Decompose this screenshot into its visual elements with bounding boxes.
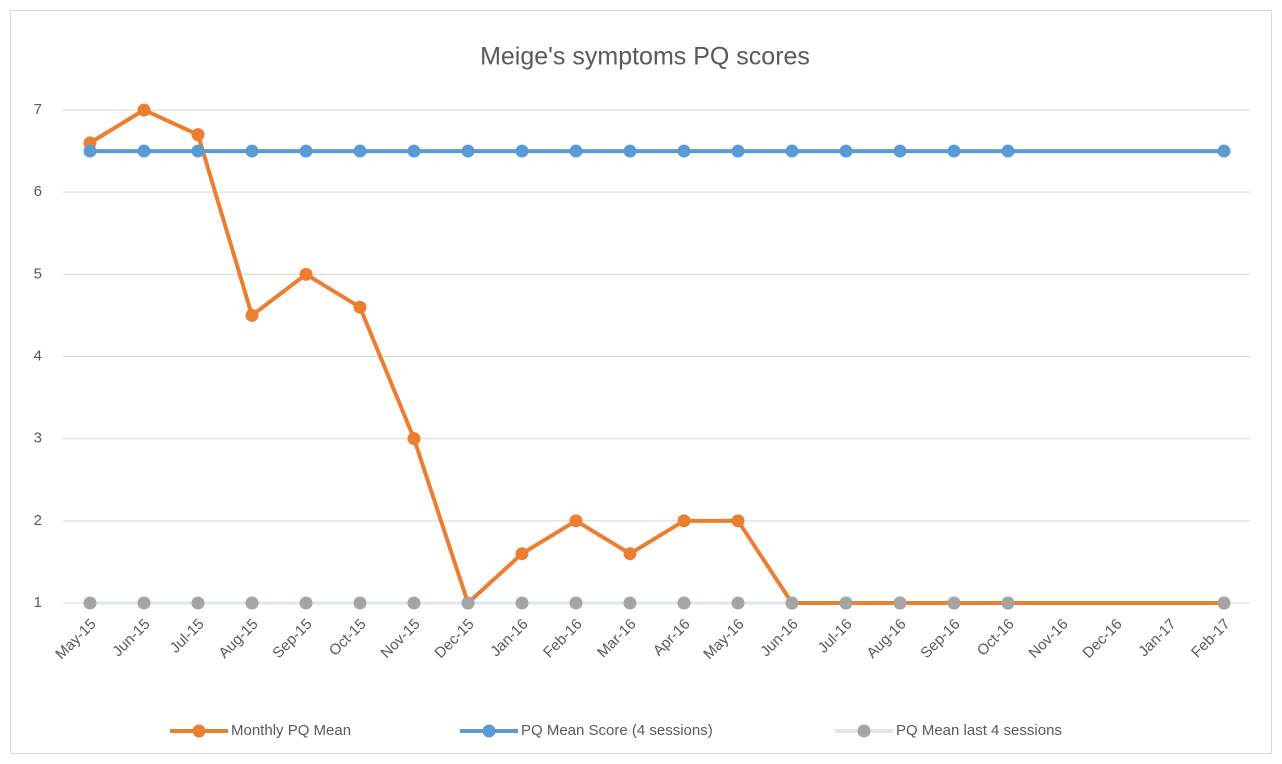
series-marker [947, 596, 961, 610]
series-marker [245, 308, 259, 322]
series-marker [191, 596, 205, 610]
legend-marker [857, 724, 871, 738]
series-marker [785, 144, 799, 158]
series-marker [407, 432, 421, 446]
series-marker [1217, 596, 1231, 610]
series-marker [515, 547, 529, 561]
series-marker [353, 144, 367, 158]
series-marker [731, 514, 745, 528]
series-marker [137, 596, 151, 610]
series-marker [1217, 144, 1231, 158]
legend-label: PQ Mean Score (4 sessions) [521, 722, 713, 739]
y-tick-label: 4 [34, 347, 42, 364]
series-marker [569, 144, 583, 158]
y-tick-label: 2 [34, 512, 42, 529]
series-marker [569, 596, 583, 610]
series-marker [407, 596, 421, 610]
series-marker [1001, 144, 1015, 158]
series-marker [299, 144, 313, 158]
series-marker [623, 547, 637, 561]
series-marker [839, 144, 853, 158]
series-marker [731, 596, 745, 610]
chart-border [10, 10, 1272, 754]
series-marker [623, 144, 637, 158]
series-marker [191, 128, 205, 142]
series-marker [893, 596, 907, 610]
series-marker [299, 267, 313, 281]
series-marker [1001, 596, 1015, 610]
series-marker [137, 103, 151, 117]
series-marker [83, 144, 97, 158]
y-tick-label: 5 [34, 265, 42, 282]
y-tick-label: 1 [34, 594, 42, 611]
series-marker [677, 596, 691, 610]
series-marker [785, 596, 799, 610]
series-marker [569, 514, 583, 528]
series-marker [677, 144, 691, 158]
series-marker [407, 144, 421, 158]
series-marker [623, 596, 637, 610]
series-marker [515, 596, 529, 610]
series-marker [83, 596, 97, 610]
series-marker [947, 144, 961, 158]
legend-label: PQ Mean last 4 sessions [896, 722, 1062, 739]
series-marker [893, 144, 907, 158]
series-marker [245, 144, 259, 158]
series-marker [731, 144, 745, 158]
chart-title: Meige's symptoms PQ scores [480, 43, 810, 71]
series-marker [461, 596, 475, 610]
series-marker [245, 596, 259, 610]
series-marker [515, 144, 529, 158]
series-marker [353, 596, 367, 610]
legend-label: Monthly PQ Mean [231, 722, 351, 739]
series-marker [461, 144, 475, 158]
legend-marker [482, 724, 496, 738]
series-marker [839, 596, 853, 610]
y-tick-label: 3 [34, 430, 42, 447]
y-tick-label: 7 [34, 101, 42, 118]
series-marker [677, 514, 691, 528]
y-tick-label: 6 [34, 183, 42, 200]
series-marker [191, 144, 205, 158]
series-marker [299, 596, 313, 610]
series-marker [353, 300, 367, 314]
legend-marker [192, 724, 206, 738]
series-marker [137, 144, 151, 158]
